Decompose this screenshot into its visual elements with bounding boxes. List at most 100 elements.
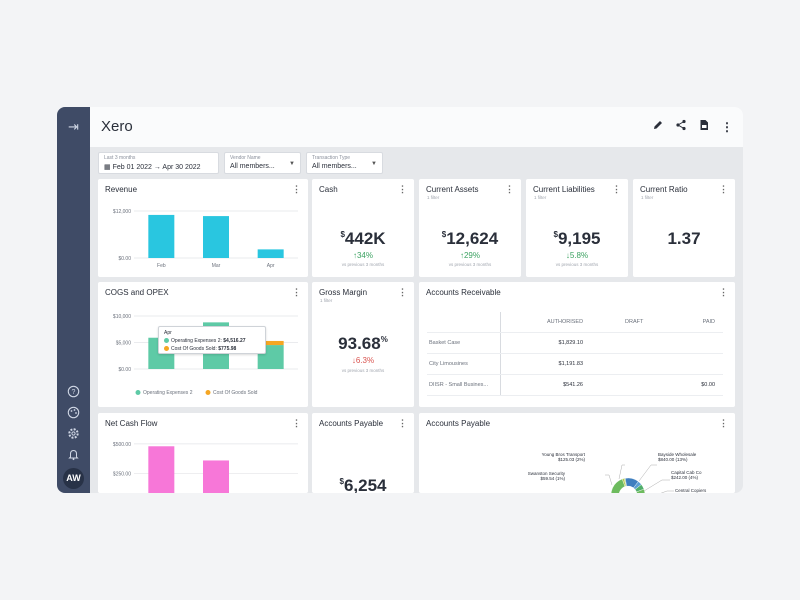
accounts-payable-kpi-card: Accounts Payable ⋮ $6,254: [312, 413, 414, 493]
card-title: Net Cash Flow: [105, 419, 158, 428]
donut-label-bayside: Bayside Wholesale $840.00 (13%): [658, 452, 697, 462]
more-vertical-icon[interactable]: ⋮: [719, 418, 728, 428]
tooltip-line-1: Operating Expenses 2: $4,516.27: [164, 338, 246, 344]
vendor-filter[interactable]: Vendor Name All members... ▼: [224, 152, 301, 174]
date-range-label: Last 3 months: [104, 155, 136, 161]
tooltip-line-2: Cost Of Goods Sold: $775.98: [164, 346, 236, 352]
date-range-filter[interactable]: Last 3 months ▦ Feb 01 2022 → Apr 30 202…: [98, 152, 219, 174]
row-name: Basket Case: [429, 340, 461, 346]
column-header: DRAFT: [625, 319, 644, 325]
chevron-down-icon: ▼: [289, 161, 295, 167]
receivables-table: AUTHORISED DRAFT PAID Basket Case $1,829…: [427, 312, 723, 396]
card-subtitle: 1 filter: [534, 195, 547, 200]
more-vertical-icon[interactable]: ⋮: [398, 184, 407, 194]
palette-icon[interactable]: [65, 406, 82, 423]
bell-icon[interactable]: [65, 448, 82, 465]
share-icon[interactable]: [673, 119, 689, 135]
donut-label-capital-cab: Capital Cab Co $242.00 (4%): [671, 470, 702, 480]
more-vertical-icon[interactable]: ⋮: [719, 184, 728, 194]
kpi-value: $9,195: [553, 229, 601, 248]
transaction-type-label: Transaction Type: [312, 155, 351, 161]
calendar-icon: ▦: [104, 164, 111, 171]
revenue-card: Revenue ⋮ $12,000 $0.00 Feb Mar Apr: [98, 179, 308, 277]
donut-slice: [610, 478, 646, 493]
table-row[interactable]: DIISR - Small Busines... $541.26 $0.00: [427, 375, 723, 396]
kpi-delta: ↓5.8%: [565, 251, 589, 260]
y-tick-label: $250.00: [113, 471, 131, 477]
gross-margin-card: Gross Margin 1 filter ⋮ 93.68% ↓6.3% vs …: [312, 282, 414, 407]
export-icon[interactable]: [696, 119, 712, 135]
more-vertical-icon[interactable]: ⋮: [292, 184, 301, 194]
card-subtitle: 1 filter: [641, 195, 654, 200]
vendor-filter-label: Vendor Name: [230, 155, 261, 161]
help-icon[interactable]: ?: [65, 385, 82, 402]
leader-line: [618, 464, 625, 480]
x-tick-label: Mar: [212, 263, 221, 269]
tooltip-month: Apr: [164, 330, 172, 336]
leader-line: [660, 490, 674, 493]
x-tick-label: Feb: [157, 263, 166, 269]
authorised-value: $1,191.83: [558, 361, 583, 367]
transaction-type-filter[interactable]: Transaction Type All members... ▼: [306, 152, 383, 174]
app-window: ⇥ ? AW Xero ⋮ Last 3 months: [57, 107, 743, 493]
more-vertical-icon[interactable]: ⋮: [612, 184, 621, 194]
card-title: Accounts Payable: [319, 419, 384, 428]
column-header: PAID: [702, 319, 715, 325]
card-title: Current Assets: [426, 185, 479, 194]
legend-swatch: [135, 390, 141, 395]
bar: [257, 249, 284, 258]
kpi-delta: ↓6.3%: [351, 356, 375, 365]
kpi-delta: ↑34%: [352, 251, 373, 260]
bar: [148, 446, 175, 493]
authorised-value: $1,829.10: [558, 340, 583, 346]
table-row[interactable]: Basket Case $1,829.10: [427, 333, 723, 354]
card-title: Accounts Payable: [426, 419, 491, 428]
expand-icon[interactable]: ⇥: [68, 119, 79, 134]
cash-card: Cash ⋮ $442K ↑34% vs previous 3 months: [312, 179, 414, 277]
authorised-value: $541.26: [563, 382, 583, 388]
settings-icon[interactable]: [65, 427, 82, 444]
leader-line: [605, 474, 613, 486]
kpi-comparison: vs previous 3 months: [341, 368, 385, 373]
card-title: Gross Margin: [319, 288, 368, 297]
kpi-value: $6,254: [339, 476, 387, 493]
kpi-value: $442K: [340, 229, 386, 248]
row-name: DIISR - Small Busines...: [429, 382, 488, 388]
more-vertical-icon[interactable]: ⋮: [398, 418, 407, 428]
kpi-comparison: vs previous 3 months: [448, 262, 492, 267]
accounts-payable-donut: [605, 464, 674, 493]
chevron-down-icon: ▼: [371, 161, 377, 167]
vendor-filter-value: All members...: [230, 163, 275, 170]
avatar[interactable]: AW: [63, 468, 84, 489]
transaction-type-value: All members...: [312, 163, 357, 170]
date-from: Feb 01 2022: [112, 164, 152, 171]
pencil-icon[interactable]: [650, 119, 666, 135]
legend-label: Operating Expenses 2: [143, 390, 193, 396]
card-title: Current Ratio: [640, 185, 688, 194]
table-row[interactable]: City Limousines $1,191.83: [427, 354, 723, 375]
more-vertical-icon[interactable]: ⋮: [292, 418, 301, 428]
filter-bar: Last 3 months ▦ Feb 01 2022 → Apr 30 202…: [90, 147, 743, 179]
legend-label: Cost Of Goods Sold: [213, 390, 258, 396]
more-vertical-icon[interactable]: ⋮: [719, 287, 728, 297]
kpi-value: 1.37: [667, 229, 701, 248]
card-title: COGS and OPEX: [105, 288, 169, 297]
card-title: Accounts Receivable: [426, 288, 501, 297]
more-vertical-icon[interactable]: ⋮: [292, 287, 301, 297]
paid-value: $0.00: [701, 382, 715, 388]
cogs-opex-card: COGS and OPEX ⋮ $10,000 $5,000 $0.00 Operat…: [98, 282, 308, 407]
bar: [257, 340, 284, 346]
donut-label-central-copiers: Central Copiers: [675, 488, 707, 493]
more-vertical-icon[interactable]: ⋮: [721, 120, 733, 134]
row-name: City Limousines: [429, 361, 468, 367]
kpi-value: $12,624: [441, 229, 499, 248]
y-tick-label: $0.00: [118, 367, 131, 373]
more-vertical-icon[interactable]: ⋮: [505, 184, 514, 194]
accounts-receivable-card: Accounts Receivable ⋮ AUTHORISED DRAFT P…: [419, 282, 735, 407]
kpi-value: 93.68%: [338, 334, 388, 353]
column-header: AUTHORISED: [547, 319, 584, 325]
more-vertical-icon[interactable]: ⋮: [398, 287, 407, 297]
arrow-right-icon: →: [153, 164, 163, 171]
y-tick-label: $10,000: [113, 314, 131, 320]
date-range-value: ▦ Feb 01 2022 → Apr 30 2022: [104, 163, 201, 171]
